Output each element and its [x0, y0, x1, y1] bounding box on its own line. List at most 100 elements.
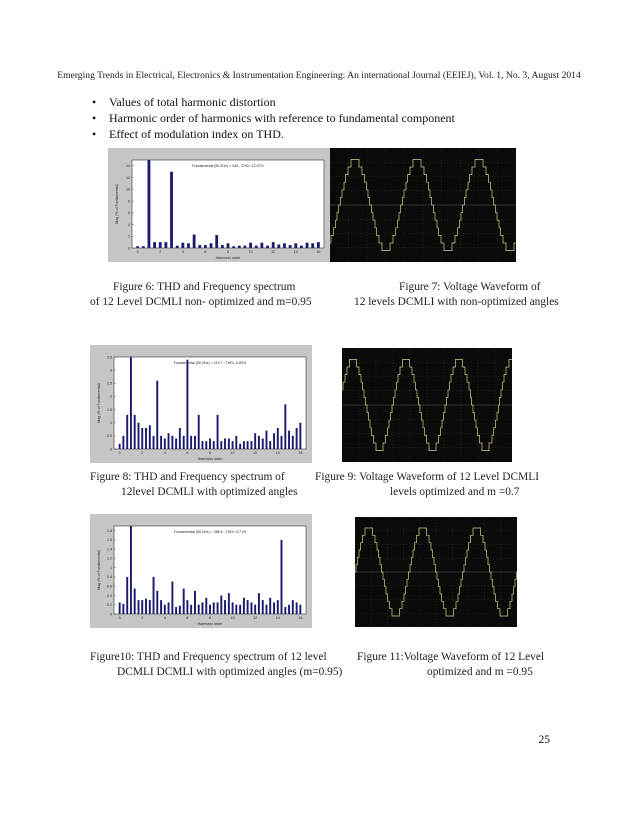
fig11-caption: Figure 11:Voltage Waveform of 12 Level o… [357, 650, 544, 680]
bar [160, 600, 163, 614]
bar [250, 602, 253, 614]
bar [227, 438, 230, 449]
bar [254, 433, 257, 449]
bar [122, 603, 125, 614]
bar [273, 602, 275, 614]
y-tick-label: 1.6 [107, 538, 112, 542]
bar [266, 245, 269, 248]
bar [271, 242, 275, 248]
caption-line: levels optimized and m =0.7 [390, 486, 520, 498]
bar [288, 245, 292, 248]
bar [181, 242, 185, 248]
bar [171, 435, 174, 449]
y-tick-label: 0 [110, 612, 112, 616]
fig6-caption: Figure 6: THD and Frequency spectrum of … [90, 280, 312, 310]
bar [145, 598, 147, 614]
bar [209, 438, 211, 449]
x-tick-label: 12 [253, 616, 257, 620]
y-tick-label: 6 [128, 211, 130, 215]
x-tick-label: 14 [294, 250, 298, 254]
y-axis-label: Mag (% of Fundamental) [97, 550, 101, 590]
bar [235, 604, 238, 614]
bar [198, 245, 202, 248]
caption-line: DCMLI DCMLI with optimized angles (m=0.9… [117, 666, 343, 678]
x-tick-label: 14 [276, 451, 280, 455]
bar [220, 595, 223, 614]
x-axis-label: Harmonic order [216, 256, 242, 260]
y-tick-label: 2.5 [107, 382, 112, 386]
bar [242, 441, 245, 449]
bar [156, 590, 159, 614]
bar [163, 604, 166, 614]
bar [158, 242, 162, 248]
bar [299, 422, 302, 449]
bar [205, 597, 208, 614]
bar [212, 441, 215, 449]
x-tick-label: 10 [231, 616, 235, 620]
bar [190, 604, 193, 614]
bar [283, 243, 286, 248]
x-tick-label: 10 [249, 250, 253, 254]
bar [311, 243, 315, 248]
bar [280, 435, 283, 449]
bar [133, 414, 136, 449]
bar [305, 242, 309, 248]
bullet-item: Effect of modulation index on THD. [92, 126, 455, 142]
bar [231, 602, 234, 614]
y-tick-label: 1.2 [107, 557, 112, 561]
plot-area [131, 159, 325, 249]
x-tick-label: 0 [119, 451, 121, 455]
bar [299, 604, 302, 614]
y-tick-label: 0.2 [107, 603, 112, 607]
chart-title: Fundamental (50.2Hz) = 219.7 , THD= 6.60… [174, 361, 247, 365]
caption-line: Figure 9: Voltage Waveform of 12 Level D… [315, 471, 540, 483]
caption-line: Figure 8: THD and Frequency spectrum of [90, 471, 285, 483]
bar [141, 600, 144, 614]
x-tick-label: 10 [231, 451, 235, 455]
bar [141, 246, 145, 248]
bar [194, 435, 196, 449]
bar [141, 427, 144, 449]
bar [182, 588, 185, 614]
bar [209, 604, 211, 614]
bar [280, 539, 283, 614]
journal-header: Emerging Trends in Electrical, Electroni… [57, 70, 581, 81]
bar [227, 593, 230, 614]
fig7-caption: Figure 7: Voltage Waveform of 12 levels … [354, 280, 559, 310]
fig7-waveform-image [330, 148, 516, 262]
bar [156, 380, 159, 449]
fig8-spectrum-chart: Fundamental (50.2Hz) = 219.7 , THD= 6.60… [90, 345, 312, 463]
chart-title: Fundamental (50.2Hz) = 245 , THD= 13.97% [192, 164, 264, 168]
x-tick-label: 4 [164, 616, 166, 620]
bar [175, 607, 178, 614]
bar [261, 600, 264, 614]
bar [316, 242, 320, 248]
bar [201, 602, 204, 614]
fig6-spectrum-chart: Fundamental (50.2Hz) = 245 , THD= 13.97%… [108, 148, 330, 262]
stepped-waveform [355, 527, 517, 617]
bar [224, 438, 226, 449]
x-tick-label: 4 [182, 250, 184, 254]
bullet-list: Values of total harmonic distortion Harm… [92, 94, 455, 142]
bar [126, 576, 129, 614]
bar [205, 441, 208, 449]
bar [153, 242, 156, 248]
x-tick-label: 6 [186, 451, 188, 455]
x-tick-label: 6 [204, 250, 206, 254]
bar [118, 602, 121, 614]
bar [254, 245, 258, 248]
bar [175, 245, 179, 248]
bar [269, 441, 272, 449]
bar [197, 414, 200, 449]
bar [187, 243, 190, 248]
caption-line: Figure 6: THD and Frequency spectrum [113, 281, 296, 293]
bar [295, 427, 298, 449]
bar [215, 235, 219, 248]
y-tick-label: 0 [110, 447, 112, 451]
bar [163, 438, 166, 449]
x-tick-label: 2 [141, 451, 143, 455]
bar [257, 435, 260, 449]
fig11-waveform-image [355, 517, 517, 627]
bar [137, 422, 140, 449]
bar [178, 605, 181, 614]
